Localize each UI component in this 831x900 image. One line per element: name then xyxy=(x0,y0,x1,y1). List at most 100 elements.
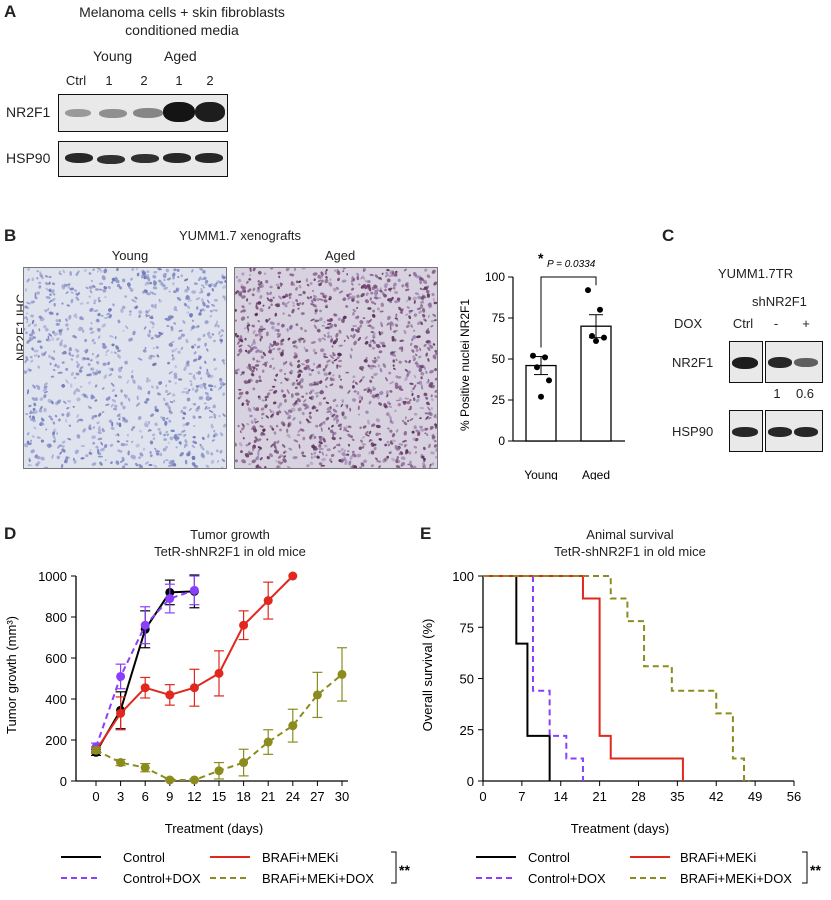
nucleus xyxy=(246,422,250,426)
nucleus xyxy=(412,296,418,301)
panel-d-title-line2: TetR-shNR2F1 in old mice xyxy=(154,544,306,559)
panel-c-row-hsp90: HSP90 xyxy=(672,424,714,439)
nucleus xyxy=(55,319,59,323)
nucleus xyxy=(282,394,287,398)
nucleus xyxy=(52,368,56,372)
nucleus xyxy=(325,299,328,303)
nucleus xyxy=(320,348,325,353)
d-data-point xyxy=(91,745,101,755)
nucleus xyxy=(255,456,260,461)
nucleus xyxy=(244,453,250,458)
nucleus xyxy=(407,370,411,375)
nucleus xyxy=(191,387,195,391)
nucleus xyxy=(258,332,262,337)
nucleus xyxy=(96,448,100,455)
nucleus xyxy=(80,445,85,447)
nucleus xyxy=(76,397,81,402)
nucleus xyxy=(346,335,350,340)
nucleus xyxy=(341,279,347,283)
nucleus xyxy=(25,358,29,361)
nucleus xyxy=(295,323,299,327)
nucleus xyxy=(423,366,426,370)
nucleus xyxy=(117,433,120,437)
nucleus xyxy=(275,283,280,287)
nucleus xyxy=(309,296,313,299)
nucleus xyxy=(156,354,160,358)
nucleus xyxy=(318,401,322,406)
nucleus xyxy=(389,440,393,443)
b-data-point xyxy=(601,334,607,341)
b-sig-bracket xyxy=(540,276,597,348)
nucleus xyxy=(93,341,96,345)
nucleus xyxy=(58,329,63,333)
nucleus xyxy=(332,408,338,413)
nucleus xyxy=(383,282,389,288)
nucleus xyxy=(282,295,287,299)
nucleus xyxy=(168,409,171,413)
nucleus xyxy=(65,379,69,384)
nucleus xyxy=(182,416,185,420)
nucleus xyxy=(198,312,202,316)
nucleus xyxy=(266,438,269,441)
nucleus xyxy=(349,353,353,359)
nucleus xyxy=(91,338,95,343)
nucleus xyxy=(372,336,376,339)
nucleus xyxy=(171,349,174,353)
nucleus xyxy=(213,413,217,417)
nucleus xyxy=(103,268,108,274)
nucleus xyxy=(63,283,68,288)
d-data-point xyxy=(140,763,150,773)
nucleus xyxy=(345,453,350,456)
nucleus xyxy=(291,308,295,314)
nucleus xyxy=(197,337,201,342)
e-ylabel: Overall survival (%) xyxy=(420,619,435,732)
nucleus xyxy=(101,387,105,390)
nucleus xyxy=(367,280,371,284)
nucleus xyxy=(375,418,381,423)
nucleus xyxy=(58,332,63,336)
nucleus xyxy=(334,417,339,421)
nucleus xyxy=(130,277,133,281)
nucleus xyxy=(62,445,65,448)
nucleus xyxy=(299,385,304,389)
nucleus xyxy=(364,299,369,304)
nucleus xyxy=(199,356,202,360)
nucleus xyxy=(150,385,155,389)
nucleus xyxy=(294,386,298,390)
nucleus xyxy=(275,459,278,463)
nucleus xyxy=(269,298,273,303)
nucleus xyxy=(176,268,180,272)
nucleus xyxy=(315,424,319,428)
nucleus xyxy=(75,372,80,376)
nucleus xyxy=(408,296,412,301)
nucleus xyxy=(32,384,36,389)
nucleus xyxy=(92,441,96,445)
nucleus xyxy=(420,296,425,300)
nucleus xyxy=(24,443,29,448)
nucleus xyxy=(120,308,124,313)
nucleus xyxy=(121,278,126,283)
nucleus xyxy=(97,437,103,441)
nucleus xyxy=(356,294,360,298)
nucleus xyxy=(305,278,309,283)
nucleus xyxy=(260,335,263,339)
nucleus xyxy=(379,367,383,373)
nucleus xyxy=(240,450,243,454)
nucleus xyxy=(31,397,36,401)
nucleus xyxy=(255,349,260,354)
nucleus xyxy=(183,366,187,371)
nucleus xyxy=(254,312,259,317)
nucleus xyxy=(318,422,323,427)
d-data-point xyxy=(140,620,150,630)
nucleus xyxy=(205,450,210,455)
nucleus xyxy=(93,301,96,305)
nucleus xyxy=(45,287,49,292)
nucleus xyxy=(313,324,318,330)
legend-d-braf: BRAFi+MEKi xyxy=(262,850,338,865)
nucleus xyxy=(340,403,344,408)
nucleus xyxy=(330,338,334,343)
d-xtick-label: 21 xyxy=(261,789,275,804)
nucleus xyxy=(344,460,348,466)
nucleus xyxy=(261,412,265,416)
nucleus xyxy=(97,431,102,435)
